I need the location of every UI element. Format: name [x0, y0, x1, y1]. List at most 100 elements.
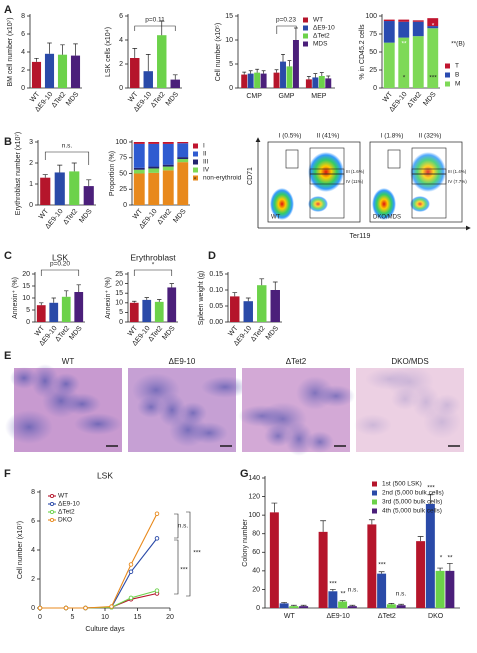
legend-label: ΔE9-10 — [313, 25, 335, 32]
error-bar — [313, 73, 318, 78]
panel-label: A — [4, 4, 12, 16]
legend-label: DKO — [58, 517, 72, 524]
panel-label: E — [4, 350, 11, 362]
error-bar — [272, 281, 278, 290]
x-tick-label: CMP — [246, 93, 262, 100]
histology-label: ΔTet2 — [286, 357, 307, 366]
y-axis-label: Cell number (x10⁵) — [215, 23, 222, 82]
error-bar — [39, 302, 44, 306]
x-tick-label: 10 — [101, 614, 109, 621]
histology-follicle — [433, 394, 461, 416]
bar — [305, 79, 312, 88]
error-bar — [60, 44, 65, 55]
x-tick-label: MDS — [165, 91, 181, 108]
marker — [154, 588, 160, 593]
error-bar — [64, 290, 69, 297]
error-bar — [132, 48, 138, 58]
legend-swatch — [49, 517, 55, 523]
bar — [270, 290, 280, 322]
flow-population — [308, 152, 344, 192]
bar — [44, 53, 55, 88]
line — [40, 590, 158, 609]
error-bar — [145, 54, 151, 72]
histology-follicle — [386, 365, 434, 399]
histology-follicle — [5, 410, 53, 444]
flow-population — [410, 196, 430, 212]
error-bar — [300, 604, 307, 607]
legend-swatch — [372, 490, 377, 496]
y-tick-label: 2 — [29, 160, 33, 167]
flow-population — [372, 188, 396, 220]
legend-swatch — [49, 509, 55, 515]
flow-gate-label: IV (7.7%) — [448, 179, 467, 184]
bar-segment — [133, 167, 145, 170]
bar-segment — [427, 28, 439, 89]
flow-population — [270, 188, 294, 220]
error-bar — [71, 162, 77, 172]
panel-label: G — [240, 468, 249, 480]
annotation: **(B) — [451, 41, 465, 48]
legend-label: ΔTet2 — [313, 33, 330, 40]
bar — [254, 72, 261, 88]
legend-label: B — [455, 72, 459, 79]
y-tick-label: 3 — [29, 139, 33, 146]
flow-gate — [387, 149, 401, 169]
y-tick-label: 5 — [229, 61, 233, 68]
annotation: p=0.20 — [50, 261, 70, 268]
error-bar — [245, 297, 251, 302]
flow-gate-label: III (1.4%) — [448, 169, 467, 174]
annotation: n.s. — [396, 591, 407, 598]
error-bar — [378, 571, 385, 574]
y-tick-label: 25 — [119, 186, 127, 193]
error-bar — [259, 278, 265, 286]
bar — [129, 302, 139, 322]
x-tick-label: MEP — [311, 93, 327, 100]
y-tick-label: 8 — [21, 13, 25, 20]
legend-label: ΔTet2 — [58, 509, 75, 516]
annotation: p=0.11 — [145, 17, 165, 24]
y-axis-label: Spleen weight (g) — [198, 271, 205, 325]
error-bar — [172, 74, 178, 80]
bar-segment — [412, 21, 424, 37]
annotation: *** — [329, 581, 337, 588]
legend-swatch — [372, 499, 377, 505]
y-tick-label: 60 — [252, 549, 260, 556]
error-bar — [47, 42, 52, 54]
error-bar — [261, 70, 266, 74]
significance-bracket — [40, 269, 80, 276]
bar-segment — [162, 142, 174, 144]
bar — [70, 55, 81, 88]
bar — [367, 524, 377, 608]
y-tick-label: 0 — [26, 319, 30, 326]
legend-label: 2nd (5,000 bulk cells) — [382, 490, 444, 497]
legend-swatch — [193, 151, 198, 157]
error-bar — [281, 54, 285, 62]
bar-segment — [398, 19, 410, 22]
annotation: *** — [378, 562, 386, 569]
bar — [241, 74, 248, 88]
bar — [31, 61, 42, 88]
marker — [37, 605, 43, 611]
bar-segment — [148, 143, 160, 167]
legend-swatch — [303, 41, 308, 47]
error-bar — [437, 567, 444, 571]
annotation: *** — [180, 567, 188, 574]
legend-label: I — [203, 143, 205, 150]
bar-segment — [148, 142, 160, 144]
error-bar — [255, 68, 260, 73]
marker — [63, 605, 69, 611]
y-tick-label: 0 — [123, 202, 127, 209]
bar — [83, 186, 94, 205]
x-tick-label: MDS — [65, 91, 81, 108]
x-tick-label: WT — [132, 207, 145, 220]
histology-follicle — [31, 364, 59, 398]
y-tick-label: 25 — [369, 67, 377, 74]
bar — [286, 66, 293, 88]
y-tick-label: 15 — [225, 13, 233, 20]
bar — [425, 504, 435, 608]
flow-plot: I (0.5%) II (41%) III (1.6%) IV (11%) WT — [267, 133, 365, 223]
bar-segment — [383, 19, 395, 22]
histology-follicle — [306, 431, 334, 453]
flow-gate-label: II (41%) — [317, 133, 340, 140]
